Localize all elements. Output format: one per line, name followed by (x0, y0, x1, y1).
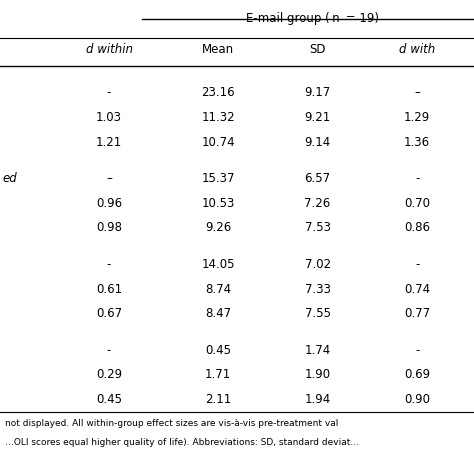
Text: 1.74: 1.74 (304, 344, 331, 357)
Text: 1.21: 1.21 (96, 136, 122, 149)
Text: –: – (414, 86, 420, 100)
Text: 1.90: 1.90 (304, 368, 331, 382)
Text: -: - (415, 258, 419, 271)
Text: 10.74: 10.74 (201, 136, 235, 149)
Text: 14.05: 14.05 (201, 258, 235, 271)
Text: -: - (415, 344, 419, 357)
Text: not displayed. All within-group effect sizes are vis-à-vis pre-treatment val: not displayed. All within-group effect s… (5, 419, 338, 428)
Text: 7.26: 7.26 (304, 197, 331, 210)
Text: 0.74: 0.74 (404, 283, 430, 296)
Text: 2.11: 2.11 (205, 393, 231, 406)
Text: 0.96: 0.96 (96, 197, 122, 210)
Text: 0.29: 0.29 (96, 368, 122, 382)
Text: Mean: Mean (202, 43, 234, 55)
Text: 1.71: 1.71 (205, 368, 231, 382)
Text: 1.36: 1.36 (404, 136, 430, 149)
Text: 7.02: 7.02 (304, 258, 331, 271)
Text: 1.03: 1.03 (96, 111, 122, 124)
Text: –: – (106, 172, 112, 185)
Text: -: - (107, 86, 111, 100)
Text: 0.69: 0.69 (404, 368, 430, 382)
Text: 9.17: 9.17 (304, 86, 331, 100)
Text: 6.57: 6.57 (304, 172, 331, 185)
Text: 7.33: 7.33 (305, 283, 330, 296)
Text: 7.53: 7.53 (305, 221, 330, 235)
Text: 9.26: 9.26 (205, 221, 231, 235)
Text: 10.53: 10.53 (201, 197, 235, 210)
Text: 0.61: 0.61 (96, 283, 122, 296)
Text: d within: d within (85, 43, 133, 55)
Text: 0.90: 0.90 (404, 393, 430, 406)
Text: 0.67: 0.67 (96, 307, 122, 320)
Text: 1.94: 1.94 (304, 393, 331, 406)
Text: 1.29: 1.29 (404, 111, 430, 124)
Text: 15.37: 15.37 (201, 172, 235, 185)
Text: SD: SD (310, 43, 326, 55)
Text: 11.32: 11.32 (201, 111, 235, 124)
Text: 8.74: 8.74 (205, 283, 231, 296)
Text: 0.86: 0.86 (404, 221, 430, 235)
Text: 0.70: 0.70 (404, 197, 430, 210)
Text: 8.47: 8.47 (205, 307, 231, 320)
Text: 0.98: 0.98 (96, 221, 122, 235)
Text: 0.45: 0.45 (205, 344, 231, 357)
Text: d with: d with (399, 43, 435, 55)
Text: -: - (415, 172, 419, 185)
Text: 23.16: 23.16 (201, 86, 235, 100)
Text: 0.77: 0.77 (404, 307, 430, 320)
Text: 0.45: 0.45 (96, 393, 122, 406)
Text: …OLI scores equal higher quality of life). Abbreviations: SD, standard deviat…: …OLI scores equal higher quality of life… (5, 438, 359, 447)
Text: 7.55: 7.55 (305, 307, 330, 320)
Text: E-mail group ( n  = 19): E-mail group ( n = 19) (246, 12, 379, 25)
Text: 9.21: 9.21 (304, 111, 331, 124)
Text: ed: ed (2, 172, 17, 185)
Text: -: - (107, 258, 111, 271)
Text: -: - (107, 344, 111, 357)
Text: 9.14: 9.14 (304, 136, 331, 149)
